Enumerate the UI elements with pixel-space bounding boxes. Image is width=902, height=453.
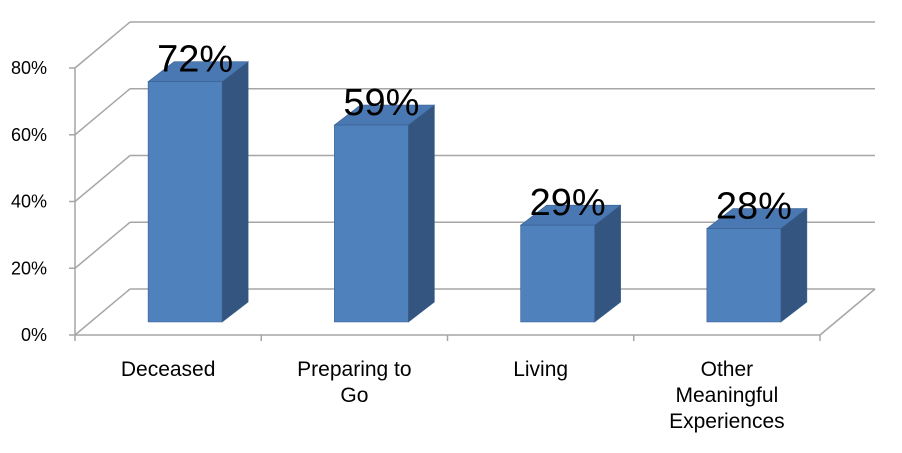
grid-line-diagonal: [74, 221, 131, 269]
x-tick-label: Other Meaningful Experiences: [669, 358, 785, 433]
bar-side: [221, 61, 249, 323]
bar-front: [520, 224, 595, 323]
x-tick-label: Living: [513, 358, 569, 381]
x-tick-label: Preparing to Go: [297, 358, 412, 407]
grid-line-diagonal: [74, 21, 131, 69]
floor-right-edge: [819, 288, 876, 336]
value-label: 59%: [343, 82, 419, 124]
bar: [705, 207, 808, 323]
value-label: 72%: [157, 39, 233, 81]
x-tick-label: Deceased: [120, 358, 216, 381]
y-tick-label: 40%: [11, 192, 47, 212]
bar-front: [706, 228, 782, 323]
bar: [147, 61, 250, 323]
value-label: 28%: [716, 186, 792, 228]
grid-line-diagonal: [74, 288, 131, 336]
bar: [333, 104, 436, 323]
y-tick-label: 60%: [11, 125, 47, 145]
y-tick-label: 80%: [11, 58, 47, 78]
bar: [519, 204, 622, 323]
grid-line-diagonal: [74, 88, 131, 136]
value-label: 29%: [530, 182, 606, 224]
bar-front: [147, 81, 223, 323]
y-tick-label: 20%: [11, 258, 47, 278]
bar-side: [408, 104, 435, 323]
y-tick-label: 0%: [21, 325, 47, 345]
grid-line-diagonal: [74, 154, 131, 203]
bar-front: [334, 124, 409, 323]
